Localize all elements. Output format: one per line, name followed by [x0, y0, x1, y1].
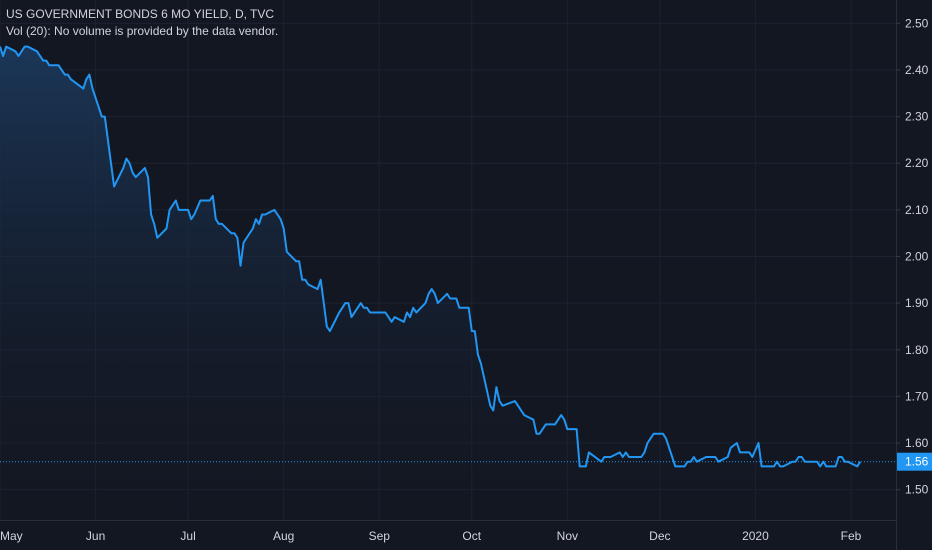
x-tick-label: 2020 — [742, 529, 769, 543]
y-tick-label: 1.50 — [905, 483, 929, 497]
x-tick-label: Feb — [841, 529, 862, 543]
legend: US GOVERNMENT BONDS 6 MO YIELD, D, TVC V… — [6, 6, 278, 40]
x-tick-label: Sep — [369, 529, 391, 543]
price-axis-border — [0, 0, 897, 550]
y-tick-label: 2.40 — [905, 63, 929, 77]
x-tick-label: Oct — [462, 529, 481, 543]
series-path — [0, 45, 862, 468]
y-tick-label: 1.90 — [905, 296, 929, 310]
last-value-box — [897, 452, 932, 471]
y-tick-label: 2.50 — [905, 16, 929, 30]
legend-volume-note: Vol (20): No volume is provided by the d… — [6, 24, 279, 38]
y-tick-label: 1.70 — [905, 389, 929, 403]
x-tick-label: Aug — [273, 529, 294, 543]
y-tick-label: 2.30 — [905, 110, 929, 124]
x-tick-label: May — [0, 529, 23, 543]
price-axis[interactable]: 2.50 2.40 2.30 2.20 2.10 2.00 1.90 1.80 1.70 1.60… — [896, 16, 929, 497]
x-tick-label: Dec — [649, 529, 670, 543]
y-tick-label: 1.60 — [905, 436, 929, 450]
time-axis[interactable]: May Jun Jul Aug Sep Oct Nov Dec 2020 Feb — [0, 529, 862, 543]
y-tick-label: 2.10 — [905, 203, 929, 217]
legend-title[interactable]: US GOVERNMENT BONDS 6 MO YIELD, D, TVC — [6, 7, 275, 21]
series-line — [0, 45, 862, 468]
x-tick-label: Jul — [180, 529, 195, 543]
y-tick-label: 2.00 — [905, 250, 929, 264]
x-tick-label: Jun — [86, 529, 105, 543]
x-tick-label: Nov — [557, 529, 578, 543]
y-tick-label: 2.20 — [905, 156, 929, 170]
last-price-label: 1.56 — [897, 452, 932, 471]
y-tick-label: 1.80 — [905, 343, 929, 357]
area-fill — [0, 46, 861, 520]
last-value-text: 1.56 — [905, 455, 929, 469]
series-area — [0, 46, 861, 520]
